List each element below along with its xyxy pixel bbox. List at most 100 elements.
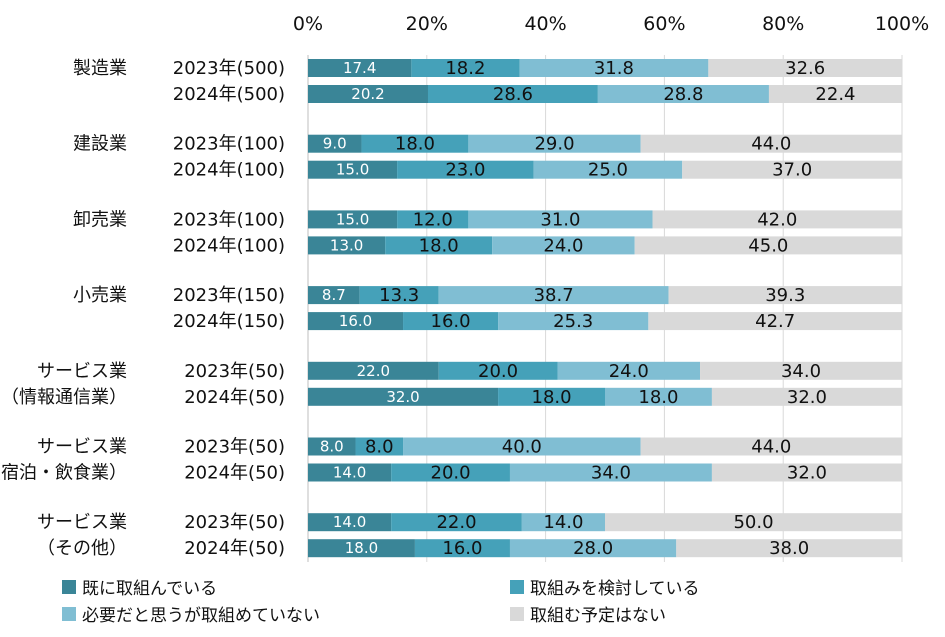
data-label: 34.0 xyxy=(591,463,631,484)
data-label: 28.0 xyxy=(573,538,613,559)
data-label: 24.0 xyxy=(543,235,583,256)
bar-segment xyxy=(391,463,510,482)
row-label: 2023年(100) xyxy=(173,134,285,155)
data-label: 14.0 xyxy=(333,464,366,482)
data-label: 32.0 xyxy=(787,387,827,408)
x-tick-label: 0% xyxy=(293,13,323,35)
bar-segment xyxy=(708,59,902,77)
x-tick-label: 40% xyxy=(524,13,566,35)
category-label: サービス業 xyxy=(37,437,127,458)
bar-segment xyxy=(597,85,769,103)
bar-segment xyxy=(438,286,669,305)
data-label: 44.0 xyxy=(751,437,791,458)
data-label: 32.0 xyxy=(787,463,827,484)
bar-segment xyxy=(308,236,386,255)
bar-segment xyxy=(308,85,428,103)
data-label: 25.3 xyxy=(553,311,593,332)
data-label: 22.0 xyxy=(436,512,476,533)
data-label: 34.0 xyxy=(781,361,821,382)
bar-segment xyxy=(308,437,356,456)
bar-segment xyxy=(355,437,404,456)
data-label: 8.0 xyxy=(320,438,344,456)
row-label: 2023年(100) xyxy=(173,209,285,230)
data-label: 50.0 xyxy=(733,512,773,533)
bar-segment xyxy=(768,85,902,103)
bar-segment xyxy=(308,513,392,532)
bar-segment xyxy=(640,437,902,456)
legend-item-0: 既に取組んでいる xyxy=(62,574,217,599)
bar-segment xyxy=(308,361,439,380)
category-label: （情報通信業） xyxy=(1,387,127,408)
row-label: 2024年(100) xyxy=(173,160,285,181)
legend-label: 取組みを検討している xyxy=(530,579,700,599)
data-label: 22.0 xyxy=(357,362,390,380)
bar-segment xyxy=(711,463,902,482)
row-label: 2024年(50) xyxy=(184,463,285,484)
data-label: 16.0 xyxy=(339,312,372,330)
bar-segment xyxy=(308,286,360,305)
legend-swatch xyxy=(62,579,76,594)
data-label: 16.0 xyxy=(442,538,482,559)
bar-segment xyxy=(634,236,902,255)
bar-segment xyxy=(308,59,412,77)
data-label: 18.2 xyxy=(445,58,485,79)
bar-segment xyxy=(492,236,635,255)
bar-segment xyxy=(711,387,902,406)
category-label: （宿泊・飲食業） xyxy=(0,463,127,484)
bar-segment xyxy=(308,160,398,179)
data-label: 15.0 xyxy=(336,161,369,179)
bar-segment xyxy=(640,134,902,153)
row-label: 2024年(50) xyxy=(184,538,285,559)
row-label: 2023年(50) xyxy=(184,437,285,458)
legend-label: 既に取組んでいる xyxy=(82,579,218,599)
data-label: 29.0 xyxy=(534,134,574,155)
bar-segment xyxy=(397,160,534,179)
bar-segment xyxy=(668,286,902,305)
data-label: 8.0 xyxy=(365,437,394,458)
bar-segment xyxy=(533,160,683,179)
bar-segment xyxy=(308,387,499,406)
data-label: 45.0 xyxy=(748,235,788,256)
row-label: 2024年(50) xyxy=(184,387,285,408)
data-label: 20.2 xyxy=(351,85,384,103)
legend-item-3: 取組む予定はない xyxy=(510,601,666,626)
data-label: 44.0 xyxy=(751,134,791,155)
x-tick-label: 60% xyxy=(643,13,685,35)
bar-segment xyxy=(397,210,469,229)
category-label: 建設業 xyxy=(73,134,127,155)
bar-segment xyxy=(682,160,902,179)
legend-label: 取組む予定はない xyxy=(530,606,666,626)
data-label: 42.7 xyxy=(755,311,795,332)
bar-segment xyxy=(700,361,902,380)
row-label: 2023年(50) xyxy=(184,512,285,533)
bar-segment xyxy=(414,539,510,558)
category-label: 卸売業 xyxy=(73,209,127,230)
bar-segment xyxy=(652,210,902,229)
data-label: 32.0 xyxy=(386,388,419,406)
category-label: （その他） xyxy=(37,538,127,559)
legend-swatch xyxy=(510,579,524,594)
row-label: 2023年(500) xyxy=(173,58,285,79)
bar-segment xyxy=(648,312,902,331)
legend-swatch xyxy=(510,606,524,621)
row-label: 2023年(150) xyxy=(173,285,285,306)
x-tick-label: 100% xyxy=(875,13,929,35)
category-label: サービス業 xyxy=(37,361,127,382)
data-label: 25.0 xyxy=(588,160,628,181)
bar-segment xyxy=(308,210,398,229)
data-label: 28.6 xyxy=(493,84,533,105)
data-label: 16.0 xyxy=(431,311,471,332)
bar-segment xyxy=(498,312,649,331)
bar-segment xyxy=(521,513,605,532)
data-label: 12.0 xyxy=(413,209,453,230)
bar-segment xyxy=(308,463,392,482)
data-label: 32.6 xyxy=(785,58,825,79)
row-label: 2024年(500) xyxy=(173,84,285,105)
data-label: 8.7 xyxy=(322,286,346,304)
x-tick-label: 80% xyxy=(762,13,804,35)
bar-segment xyxy=(557,361,701,380)
data-label: 31.8 xyxy=(594,58,634,79)
row-label: 2024年(150) xyxy=(173,311,285,332)
bar-segment xyxy=(411,59,520,77)
